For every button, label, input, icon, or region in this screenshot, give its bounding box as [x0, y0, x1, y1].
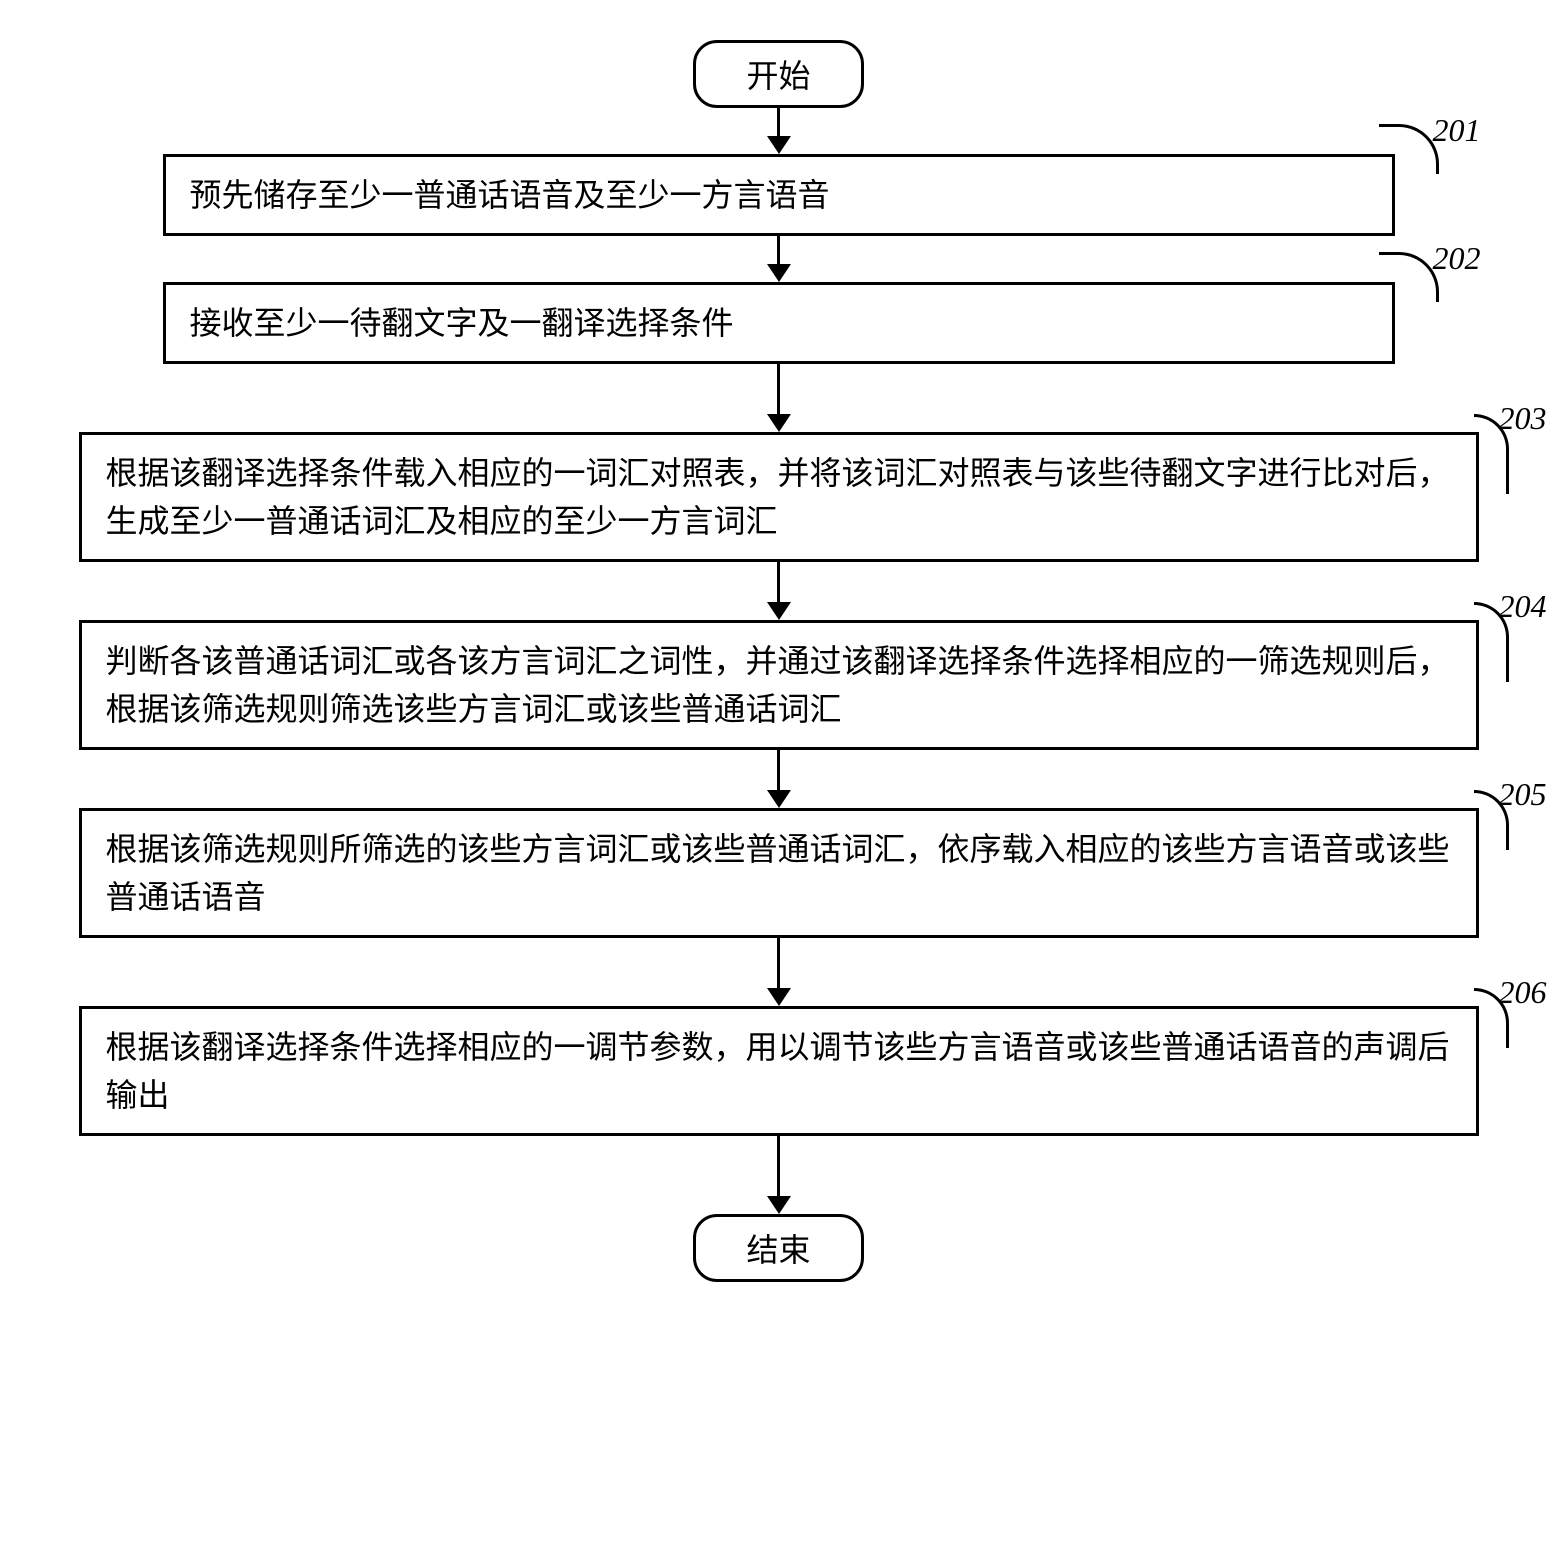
- arrow: [767, 1136, 791, 1214]
- start-label: 开始: [746, 58, 810, 94]
- arrow: [767, 364, 791, 432]
- step-text: 根据该筛选规则所筛选的该些方言词汇或该些普通话词汇，依序载入相应的该些方言语音或…: [106, 831, 1450, 915]
- step-205-wrap: 根据该筛选规则所筛选的该些方言词汇或该些普通话词汇，依序载入相应的该些方言语音或…: [79, 808, 1479, 938]
- arrow: [767, 108, 791, 154]
- step-text: 判断各该普通话词汇或各该方言词汇之词性，并通过该翻译选择条件选择相应的一筛选规则…: [106, 643, 1450, 727]
- step-label: 202: [1433, 240, 1481, 277]
- step-206: 根据该翻译选择条件选择相应的一调节参数，用以调节该些方言语音或该些普通话语音的声…: [79, 1006, 1479, 1136]
- step-text: 接收至少一待翻文字及一翻译选择条件: [190, 305, 734, 341]
- step-202-wrap: 接收至少一待翻文字及一翻译选择条件 202: [79, 282, 1479, 364]
- step-label: 204: [1499, 588, 1547, 625]
- arrow: [767, 938, 791, 1006]
- end-label: 结束: [746, 1232, 810, 1268]
- end-terminal: 结束: [693, 1214, 863, 1282]
- arrow: [767, 562, 791, 620]
- step-202: 接收至少一待翻文字及一翻译选择条件: [163, 282, 1395, 364]
- callout-line: [1379, 124, 1439, 174]
- arrow: [767, 236, 791, 282]
- step-205: 根据该筛选规则所筛选的该些方言词汇或该些普通话词汇，依序载入相应的该些方言语音或…: [79, 808, 1479, 938]
- callout-line: [1379, 252, 1439, 302]
- step-label: 206: [1499, 974, 1547, 1011]
- step-label: 201: [1433, 112, 1481, 149]
- step-text: 预先储存至少一普通话语音及至少一方言语音: [190, 177, 830, 213]
- step-text: 根据该翻译选择条件载入相应的一词汇对照表，并将该词汇对照表与该些待翻文字进行比对…: [106, 455, 1450, 539]
- step-text: 根据该翻译选择条件选择相应的一调节参数，用以调节该些方言语音或该些普通话语音的声…: [106, 1029, 1450, 1113]
- step-206-wrap: 根据该翻译选择条件选择相应的一调节参数，用以调节该些方言语音或该些普通话语音的声…: [79, 1006, 1479, 1136]
- step-203: 根据该翻译选择条件载入相应的一词汇对照表，并将该词汇对照表与该些待翻文字进行比对…: [79, 432, 1479, 562]
- step-201: 预先储存至少一普通话语音及至少一方言语音: [163, 154, 1395, 236]
- step-201-wrap: 预先储存至少一普通话语音及至少一方言语音 201: [79, 154, 1479, 236]
- step-204: 判断各该普通话词汇或各该方言词汇之词性，并通过该翻译选择条件选择相应的一筛选规则…: [79, 620, 1479, 750]
- step-204-wrap: 判断各该普通话词汇或各该方言词汇之词性，并通过该翻译选择条件选择相应的一筛选规则…: [79, 620, 1479, 750]
- start-terminal: 开始: [693, 40, 863, 108]
- flowchart-container: 开始 预先储存至少一普通话语音及至少一方言语音 201 接收至少一待翻文字及一翻…: [79, 40, 1479, 1282]
- arrow: [767, 750, 791, 808]
- step-label: 203: [1499, 400, 1547, 437]
- step-label: 205: [1499, 776, 1547, 813]
- step-203-wrap: 根据该翻译选择条件载入相应的一词汇对照表，并将该词汇对照表与该些待翻文字进行比对…: [79, 432, 1479, 562]
